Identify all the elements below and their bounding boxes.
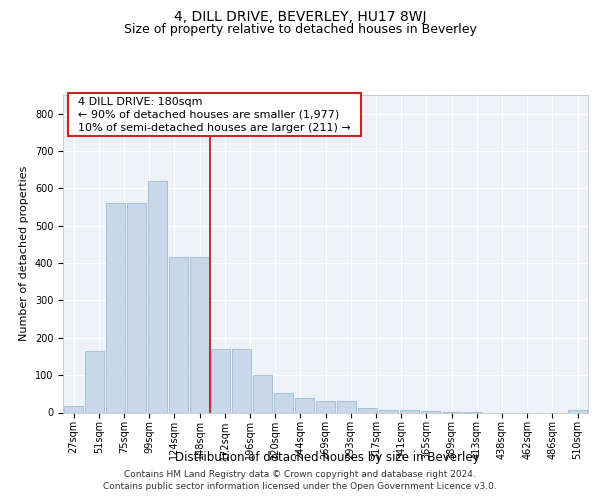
Bar xyxy=(568,410,587,412)
Text: Size of property relative to detached houses in Beverley: Size of property relative to detached ho… xyxy=(124,22,476,36)
Bar xyxy=(295,398,314,412)
Bar xyxy=(64,406,83,412)
Bar xyxy=(127,204,146,412)
Bar xyxy=(232,349,251,412)
Bar xyxy=(358,408,377,412)
Bar xyxy=(85,351,104,412)
Bar xyxy=(337,402,356,412)
Bar xyxy=(379,410,398,412)
Text: 4 DILL DRIVE: 180sqm  
  ← 90% of detached houses are smaller (1,977)  
  10% of: 4 DILL DRIVE: 180sqm ← 90% of detached h… xyxy=(71,96,358,133)
Bar xyxy=(106,204,125,412)
Bar xyxy=(274,393,293,412)
Bar xyxy=(148,181,167,412)
Text: Contains HM Land Registry data © Crown copyright and database right 2024.
Contai: Contains HM Land Registry data © Crown c… xyxy=(103,470,497,491)
Bar xyxy=(169,258,188,412)
Text: Distribution of detached houses by size in Beverley: Distribution of detached houses by size … xyxy=(175,451,479,464)
Bar xyxy=(316,402,335,412)
Bar xyxy=(211,349,230,412)
Y-axis label: Number of detached properties: Number of detached properties xyxy=(19,166,29,342)
Bar xyxy=(400,410,419,412)
Bar xyxy=(190,258,209,412)
Bar xyxy=(253,375,272,412)
Text: 4, DILL DRIVE, BEVERLEY, HU17 8WJ: 4, DILL DRIVE, BEVERLEY, HU17 8WJ xyxy=(174,10,426,24)
